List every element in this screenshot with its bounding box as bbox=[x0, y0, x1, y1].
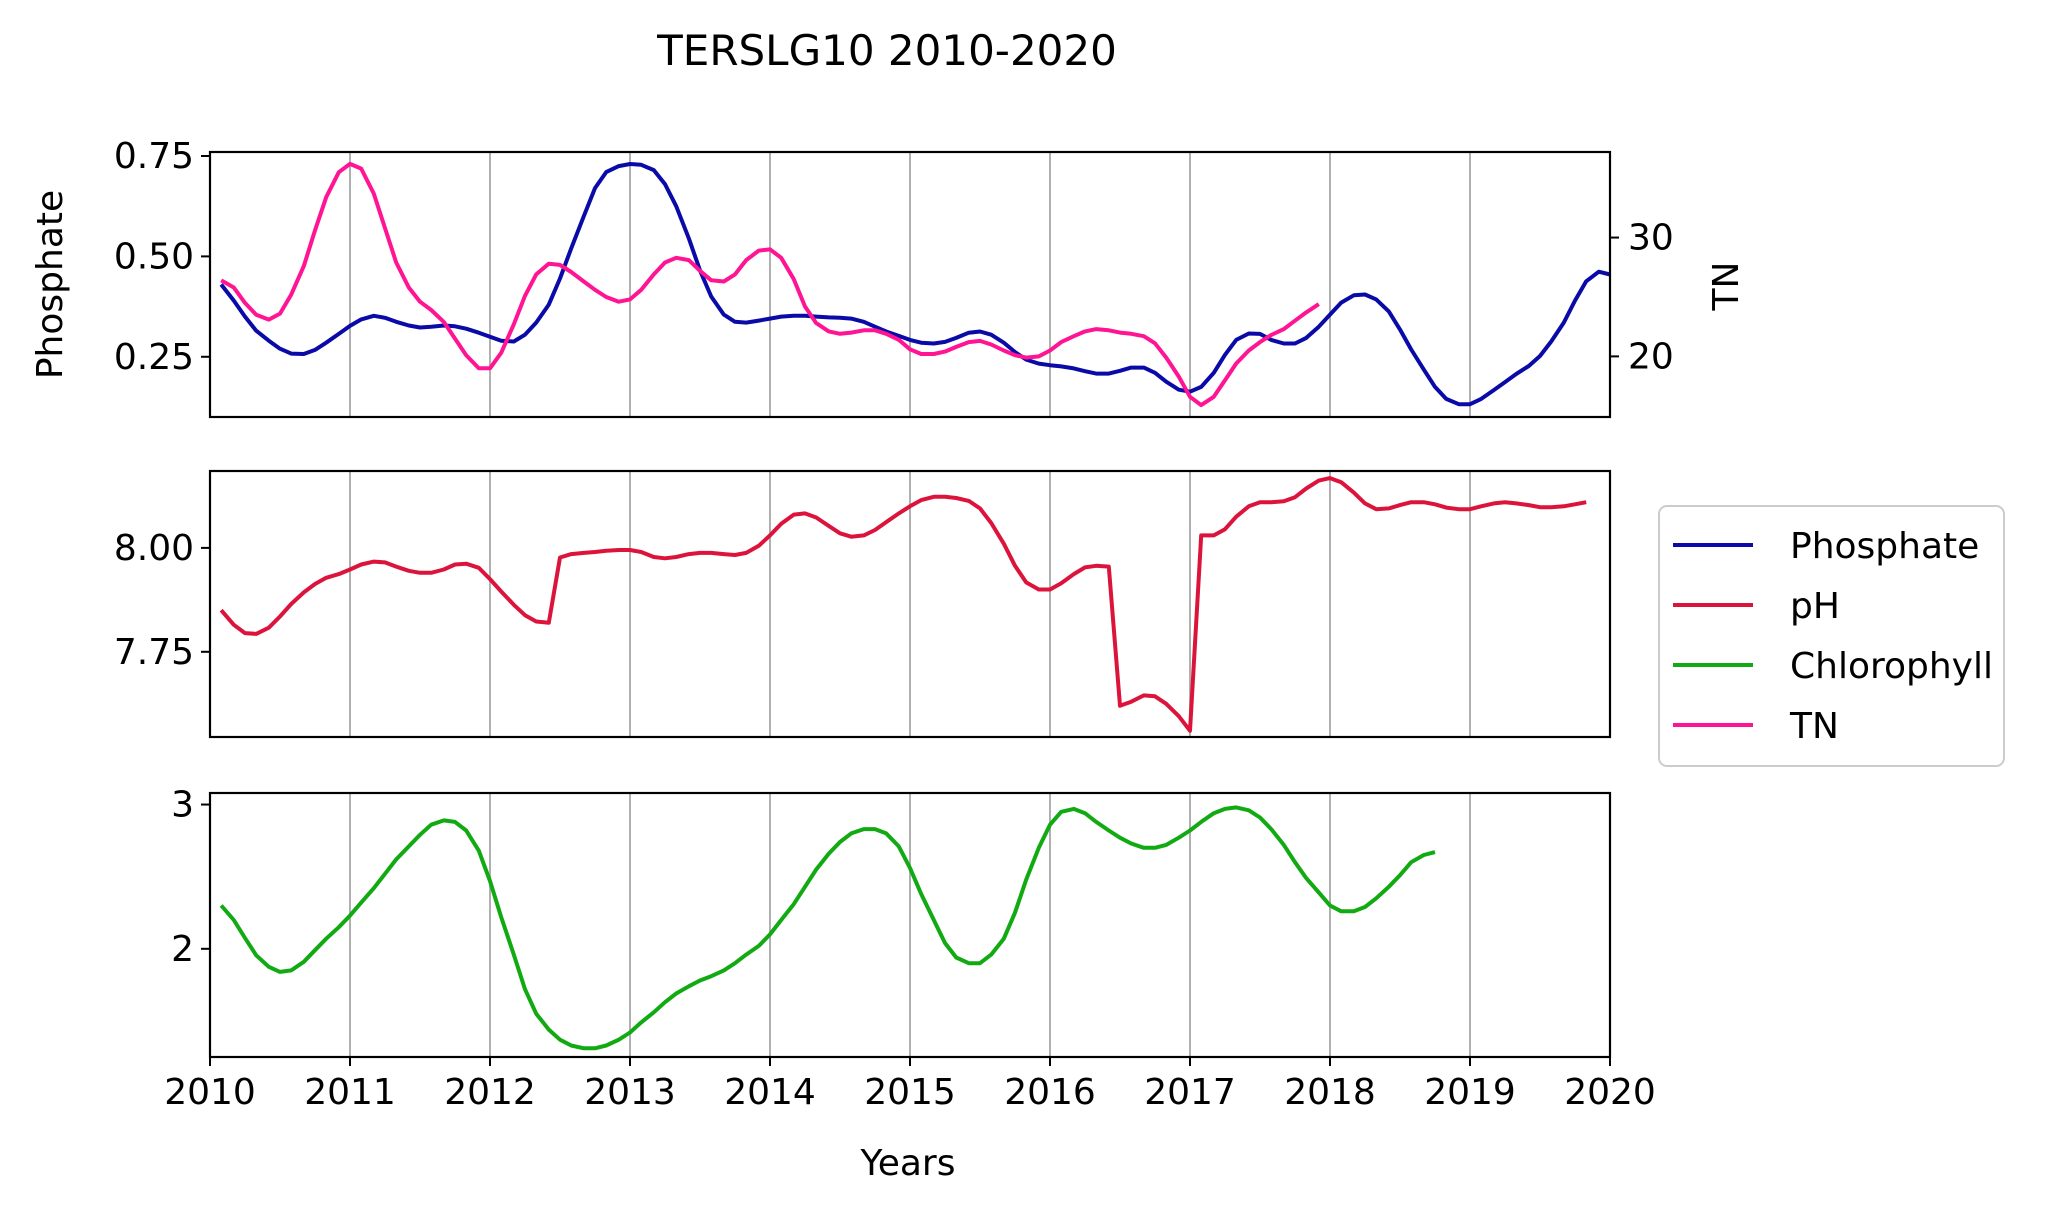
legend-label: TN bbox=[1789, 706, 1839, 747]
x-tick-label: 2018 bbox=[1284, 1072, 1376, 1113]
legend-item: Chlorophyll bbox=[1673, 646, 1993, 687]
x-tick-label: 2019 bbox=[1424, 1072, 1516, 1113]
y-tick-label: 7.75 bbox=[114, 632, 194, 673]
x-tick-label: 2020 bbox=[1564, 1072, 1656, 1113]
legend-item: pH bbox=[1673, 586, 1840, 627]
right-y-axis-title: TN bbox=[1706, 262, 1747, 312]
legend: Phosphate pH Chlorophyll TN bbox=[1658, 505, 2005, 767]
axes-frame bbox=[208, 150, 1612, 419]
legend-item: TN bbox=[1673, 706, 1839, 747]
panels-layer: 0.25 0.50 0.75 Phosphate 20 30 TN 7.75 8.00 2 3 201… bbox=[30, 136, 1747, 1113]
panel-bottom: 2 3 2010 2011 2012 2013 2014 2015 2016 2017 2018 20… bbox=[164, 785, 1656, 1113]
y-tick-label: 8.00 bbox=[114, 528, 194, 569]
x-tick-label: 2013 bbox=[584, 1072, 676, 1113]
y-tick-label: 0.50 bbox=[114, 236, 194, 277]
x-tick-label: 2014 bbox=[724, 1072, 816, 1113]
x-tick-label: 2011 bbox=[304, 1072, 396, 1113]
x-tick-label: 2015 bbox=[864, 1072, 956, 1113]
axes-frame bbox=[208, 469, 1612, 739]
series-line-tn bbox=[220, 161, 1320, 408]
legend-label: Phosphate bbox=[1790, 526, 1979, 567]
panel-top: 0.25 0.50 0.75 Phosphate 20 30 TN bbox=[30, 136, 1747, 419]
series-line-phosphate bbox=[219, 162, 1611, 407]
legend-box bbox=[1658, 505, 2005, 767]
panel-middle: 7.75 8.00 bbox=[114, 469, 1612, 739]
y-axis-title: Phosphate bbox=[30, 190, 71, 379]
chart-title: TERSLG10 2010-2020 bbox=[656, 26, 1117, 75]
series-line-ph bbox=[219, 476, 1587, 733]
x-tick-label: 2010 bbox=[164, 1072, 256, 1113]
legend-item: Phosphate bbox=[1673, 526, 1979, 567]
y-tick-label: 2 bbox=[171, 929, 194, 970]
x-tick-label: 2017 bbox=[1144, 1072, 1236, 1113]
right-y-tick-label: 20 bbox=[1628, 336, 1674, 377]
right-y-tick-label: 30 bbox=[1628, 218, 1674, 259]
y-tick-label: 3 bbox=[171, 785, 194, 826]
y-tick-label: 0.25 bbox=[114, 337, 194, 378]
y-tick-label: 0.75 bbox=[114, 136, 194, 177]
x-tick-label: 2012 bbox=[444, 1072, 536, 1113]
x-tick-label: 2016 bbox=[1004, 1072, 1096, 1113]
series-line-chlorophyll bbox=[219, 805, 1436, 1051]
legend-label: pH bbox=[1790, 586, 1840, 627]
legend-label: Chlorophyll bbox=[1790, 646, 1993, 687]
x-axis-title: Years bbox=[860, 1143, 956, 1184]
